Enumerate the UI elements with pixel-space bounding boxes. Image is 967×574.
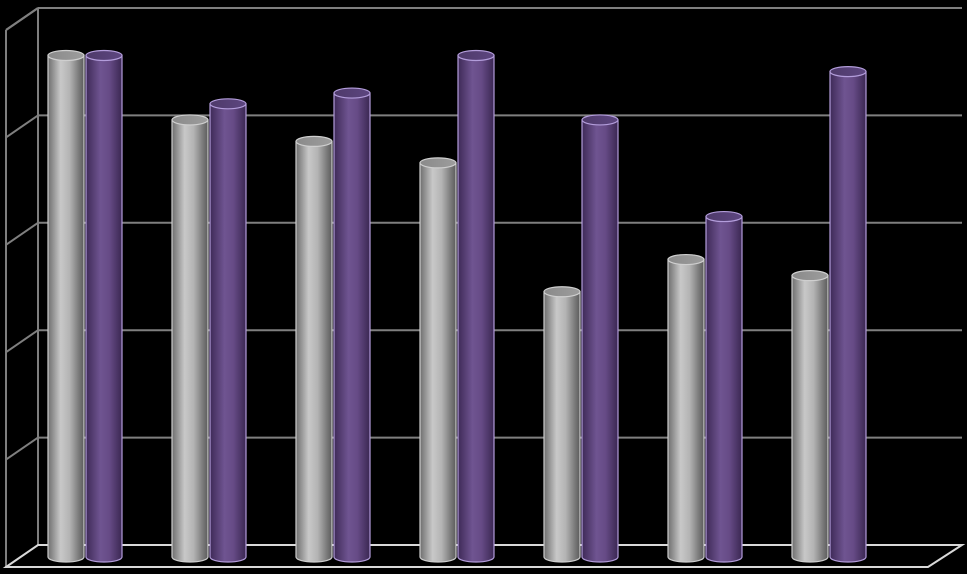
- bar-s1-c4: [419, 157, 457, 563]
- bar-s1-c7: [791, 270, 829, 563]
- bar-s1-c6: [667, 253, 705, 563]
- bar-s2-c6: [705, 210, 743, 563]
- bar-s1-c1: [47, 49, 85, 563]
- gridline-side-2: [5, 329, 39, 354]
- bar-s2-c1: [85, 49, 123, 563]
- bars: [47, 49, 867, 563]
- gridline-side-1: [5, 436, 39, 461]
- bar-s1-c2: [171, 114, 209, 563]
- bar-s2-c7: [829, 65, 867, 563]
- gridline-side-4: [5, 114, 39, 139]
- bar-s2-c2: [209, 98, 247, 563]
- bar-s1-c5: [543, 286, 581, 563]
- bar-s2-c3: [333, 87, 371, 563]
- bar-s2-c4: [457, 49, 495, 563]
- gridline-side-3: [5, 221, 39, 246]
- bar-s2-c5: [581, 114, 619, 563]
- chart-floor: [2, 544, 966, 568]
- bar-s1-c3: [295, 135, 333, 563]
- gridline-side-5: [5, 7, 39, 31]
